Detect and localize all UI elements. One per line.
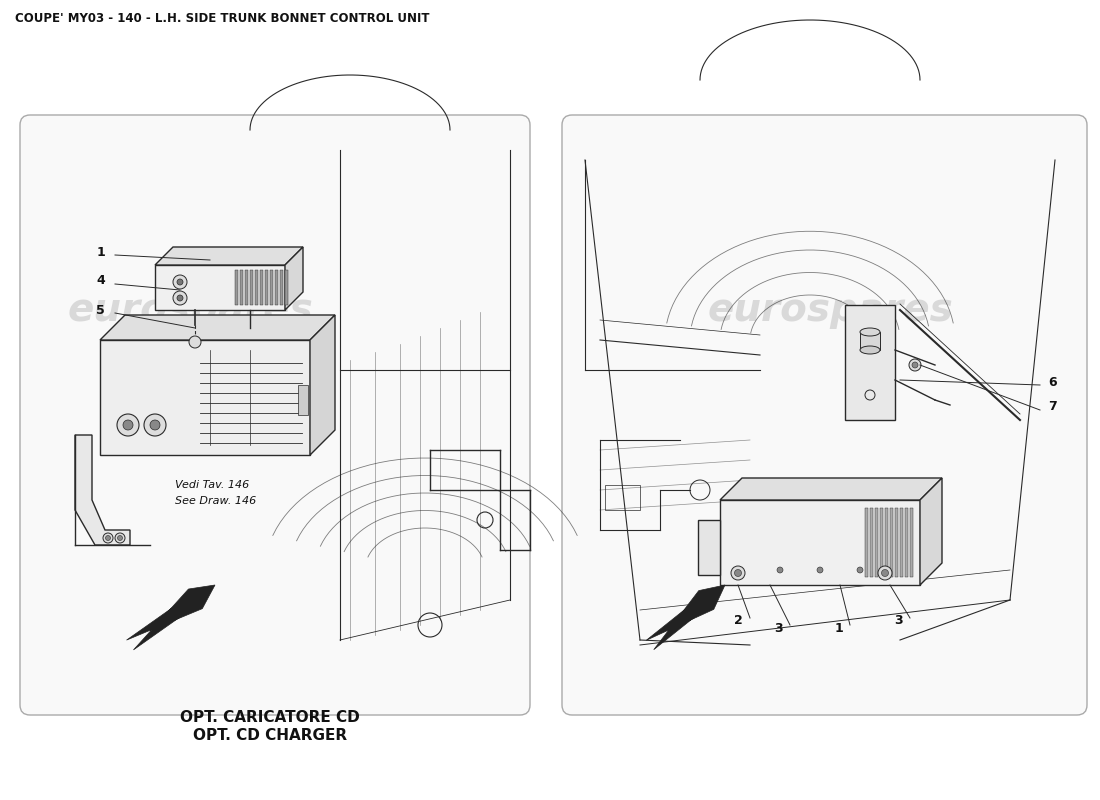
Circle shape — [177, 279, 183, 285]
Circle shape — [173, 275, 187, 289]
Circle shape — [777, 567, 783, 573]
Circle shape — [150, 420, 160, 430]
FancyBboxPatch shape — [20, 115, 530, 715]
Text: 2: 2 — [735, 614, 743, 627]
Circle shape — [189, 336, 201, 348]
Ellipse shape — [860, 346, 880, 354]
Bar — [280, 270, 283, 305]
Text: OPT. CD CHARGER: OPT. CD CHARGER — [192, 727, 348, 742]
Text: OPT. CARICATORE CD: OPT. CARICATORE CD — [180, 710, 360, 726]
Polygon shape — [75, 435, 130, 545]
Text: 7: 7 — [1048, 401, 1057, 414]
Text: 3: 3 — [774, 622, 783, 634]
Bar — [250, 270, 253, 305]
FancyBboxPatch shape — [562, 115, 1087, 715]
Polygon shape — [647, 585, 725, 650]
Text: COUPE' MY03 - 140 - L.H. SIDE TRUNK BONNET CONTROL UNIT: COUPE' MY03 - 140 - L.H. SIDE TRUNK BONN… — [15, 12, 429, 25]
Polygon shape — [100, 315, 336, 340]
Text: eurospares: eurospares — [67, 291, 312, 329]
Polygon shape — [285, 247, 303, 310]
Bar — [860, 332, 880, 350]
Circle shape — [177, 295, 183, 301]
Circle shape — [881, 570, 889, 577]
Bar — [270, 270, 273, 305]
Text: 1: 1 — [834, 622, 843, 634]
Bar — [275, 270, 278, 305]
Circle shape — [817, 567, 823, 573]
Circle shape — [123, 420, 133, 430]
Circle shape — [857, 567, 864, 573]
Text: 3: 3 — [894, 614, 903, 627]
Bar — [874, 508, 878, 577]
Circle shape — [732, 566, 745, 580]
Circle shape — [173, 291, 187, 305]
Bar — [245, 270, 248, 305]
Text: 6: 6 — [1048, 375, 1057, 389]
Circle shape — [144, 414, 166, 436]
Text: 5: 5 — [97, 303, 104, 317]
Circle shape — [735, 570, 741, 577]
Bar — [845, 305, 895, 420]
Circle shape — [878, 566, 892, 580]
Ellipse shape — [860, 328, 880, 336]
Text: Vedi Tav. 146: Vedi Tav. 146 — [175, 480, 250, 490]
Polygon shape — [155, 247, 302, 265]
Circle shape — [116, 533, 125, 543]
Text: 4: 4 — [97, 274, 104, 287]
Bar — [895, 508, 898, 577]
Bar — [298, 385, 308, 415]
Polygon shape — [126, 585, 214, 650]
Text: See Draw. 146: See Draw. 146 — [175, 496, 256, 506]
Text: eurospares: eurospares — [707, 291, 953, 329]
Bar — [865, 508, 868, 577]
Bar — [240, 270, 243, 305]
Bar — [900, 508, 903, 577]
Bar — [155, 265, 285, 310]
Bar — [720, 500, 920, 585]
Bar — [880, 508, 883, 577]
Circle shape — [912, 362, 918, 368]
Circle shape — [909, 359, 921, 371]
Bar — [910, 508, 913, 577]
Polygon shape — [310, 315, 336, 455]
Bar — [698, 520, 720, 575]
Bar — [285, 270, 288, 305]
Bar — [255, 270, 258, 305]
Circle shape — [118, 535, 122, 541]
Bar — [890, 508, 893, 577]
Bar — [905, 508, 908, 577]
Circle shape — [106, 535, 110, 541]
Bar — [260, 270, 263, 305]
Bar — [886, 508, 888, 577]
Bar — [100, 340, 310, 455]
Bar — [870, 508, 873, 577]
Bar — [605, 485, 640, 510]
Circle shape — [103, 533, 113, 543]
Bar — [265, 270, 268, 305]
Text: 1: 1 — [97, 246, 104, 258]
Bar — [235, 270, 238, 305]
Circle shape — [117, 414, 139, 436]
Polygon shape — [720, 478, 942, 500]
Polygon shape — [920, 478, 942, 585]
